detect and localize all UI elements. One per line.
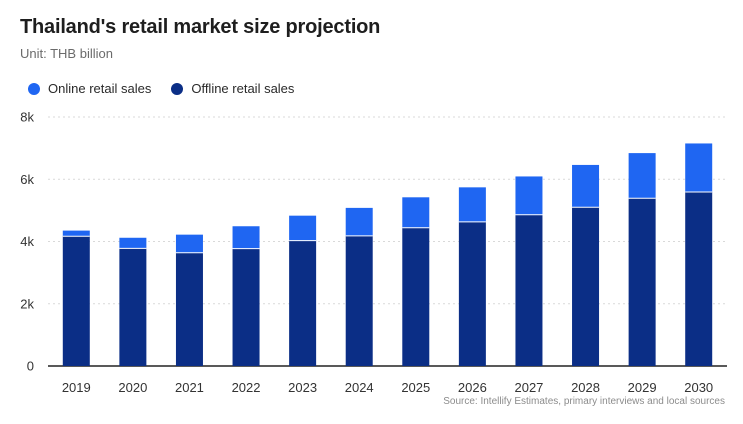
bar-online-2024 bbox=[345, 207, 373, 236]
bar-online-2023 bbox=[289, 215, 317, 241]
chart-legend: Online retail sales Offline retail sales bbox=[28, 81, 294, 96]
bar-offline-2019 bbox=[62, 236, 90, 366]
legend-item-online: Online retail sales bbox=[28, 81, 151, 96]
x-tick-label: 2019 bbox=[62, 380, 91, 395]
bar-online-2022 bbox=[232, 226, 260, 249]
x-tick-label: 2026 bbox=[458, 380, 487, 395]
x-tick-label: 2021 bbox=[175, 380, 204, 395]
source-note: Source: Intellify Estimates, primary int… bbox=[443, 396, 725, 407]
x-tick-label: 2030 bbox=[684, 380, 713, 395]
legend-label-offline: Offline retail sales bbox=[191, 81, 295, 96]
x-tick-label: 2028 bbox=[571, 380, 600, 395]
bar-online-2026 bbox=[458, 187, 486, 222]
bar-online-2028 bbox=[572, 164, 600, 208]
x-tick-label: 2025 bbox=[401, 380, 430, 395]
x-tick-label: 2029 bbox=[628, 380, 657, 395]
chart-subtitle: Unit: THB billion bbox=[20, 46, 113, 61]
y-tick-label: 6k bbox=[20, 172, 34, 187]
y-tick-label: 4k bbox=[20, 234, 34, 249]
bar-online-2021 bbox=[175, 234, 203, 253]
bar-offline-2029 bbox=[628, 198, 656, 366]
bar-offline-2027 bbox=[515, 214, 543, 366]
x-tick-label: 2027 bbox=[514, 380, 543, 395]
x-tick-label: 2023 bbox=[288, 380, 317, 395]
bar-offline-2025 bbox=[402, 227, 430, 366]
bar-offline-2024 bbox=[345, 235, 373, 366]
y-tick-label: 2k bbox=[20, 296, 34, 311]
legend-swatch-offline bbox=[171, 82, 184, 95]
bar-online-2025 bbox=[402, 197, 430, 228]
bar-offline-2020 bbox=[119, 248, 147, 366]
bar-offline-2030 bbox=[685, 192, 713, 366]
bar-offline-2026 bbox=[458, 221, 486, 366]
bar-online-2030 bbox=[685, 143, 713, 193]
x-tick-label: 2024 bbox=[345, 380, 374, 395]
chart-title: Thailand's retail market size projection bbox=[20, 16, 381, 38]
x-tick-label: 2022 bbox=[232, 380, 261, 395]
y-tick-label: 8k bbox=[20, 110, 34, 125]
legend-label-online: Online retail sales bbox=[48, 81, 152, 96]
bar-offline-2021 bbox=[175, 252, 203, 366]
bar-offline-2028 bbox=[572, 207, 600, 366]
bar-online-2019 bbox=[62, 230, 90, 237]
legend-item-offline: Offline retail sales bbox=[171, 81, 294, 96]
y-tick-label: 0 bbox=[27, 359, 34, 374]
bar-offline-2023 bbox=[289, 240, 317, 366]
bar-online-2020 bbox=[119, 237, 147, 249]
legend-swatch-online bbox=[28, 82, 40, 95]
bar-offline-2022 bbox=[232, 248, 260, 366]
bar-online-2029 bbox=[628, 153, 656, 199]
bar-online-2027 bbox=[515, 176, 543, 215]
x-tick-label: 2020 bbox=[118, 380, 147, 395]
